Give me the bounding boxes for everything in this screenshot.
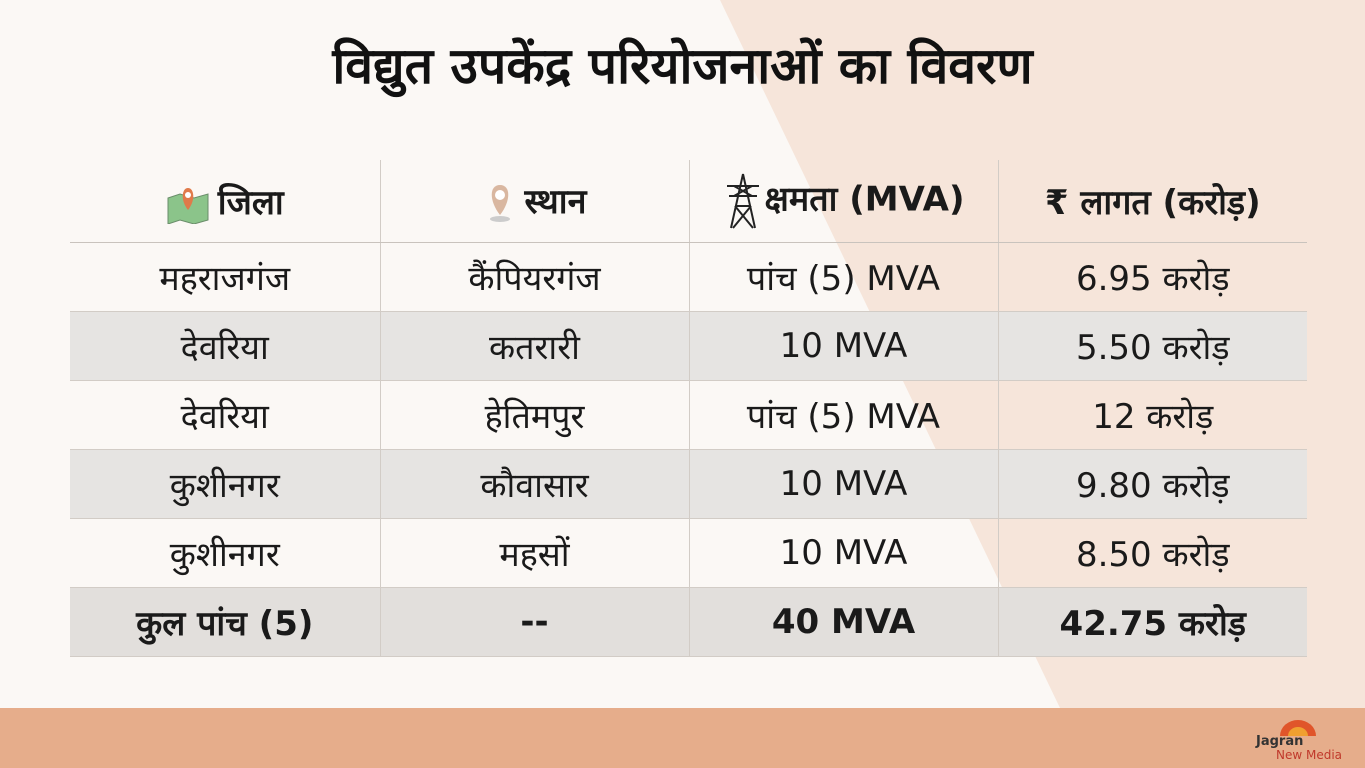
- table-row: देवरिया हेतिमपुर पांच (5) MVA 12 करोड़: [70, 380, 1307, 450]
- table-row: महराजगंज कैंपियरगंज पांच (5) MVA 6.95 करोड़: [70, 242, 1307, 312]
- pin-icon: [489, 185, 510, 223]
- title: विद्युत उपकेंद्र परियोजनाओं का विवरण: [332, 37, 1033, 95]
- table-cell: महसों: [379, 518, 689, 588]
- total-cell: 40 MVA: [688, 587, 998, 657]
- logo: Jagran New Media: [1250, 718, 1350, 764]
- table-cell: 10 MVA: [688, 449, 998, 519]
- table-cell: हेतिमपुर: [379, 380, 689, 450]
- table-cell: कौवासार: [379, 449, 689, 519]
- table-cell: देवरिया: [70, 311, 380, 381]
- header-text: ₹ लागत (करोड़): [1044, 183, 1261, 223]
- logo-subtext: New Media: [1276, 748, 1343, 762]
- table-cell: महराजगंज: [70, 242, 380, 312]
- table-cell: पांच (5) MVA: [688, 242, 998, 312]
- map-icon: [167, 188, 209, 225]
- table-cell: कुशीनगर: [70, 518, 380, 588]
- table-cell: कैंपियरगंज: [379, 242, 689, 312]
- header-cell: जिला: [70, 160, 380, 243]
- header-text: स्थान: [524, 181, 587, 222]
- total-row: कुल पांच (5) -- 40 MVA 42.75 करोड़: [70, 587, 1307, 657]
- table-cell: 9.80 करोड़: [997, 449, 1307, 519]
- table-cell: 10 MVA: [688, 311, 998, 381]
- table-cell: 10 MVA: [688, 518, 998, 588]
- header-cell: स्थान: [379, 160, 689, 243]
- logo-text: Jagran: [1256, 734, 1304, 749]
- tower-icon: [726, 173, 759, 229]
- table-row: कुशीनगर कौवासार 10 MVA 9.80 करोड़: [70, 449, 1307, 519]
- header-cell: ₹ लागत (करोड़): [997, 160, 1307, 243]
- total-cell: कुल पांच (5): [70, 587, 380, 657]
- header-row: जिला स्थान क्षमता (MVA) ₹ लागत (करोड़): [70, 160, 1307, 243]
- header-text: जिला: [217, 182, 284, 223]
- logo-sun: [1280, 720, 1316, 736]
- footer-band: [0, 708, 1365, 768]
- table-body: महराजगंज कैंपियरगंज पांच (5) MVA 6.95 करोड़…: [70, 242, 1307, 657]
- header-text: क्षमता (MVA): [764, 179, 965, 220]
- header-cell: क्षमता (MVA): [688, 160, 998, 243]
- table-cell: 5.50 करोड़: [997, 311, 1307, 381]
- table-row: कुशीनगर महसों 10 MVA 8.50 करोड़: [70, 518, 1307, 588]
- table-cell: 6.95 करोड़: [997, 242, 1307, 312]
- total-cell: --: [379, 587, 689, 657]
- table-cell: देवरिया: [70, 380, 380, 450]
- table-cell: पांच (5) MVA: [688, 380, 998, 450]
- data-table: जिला स्थान क्षमता (MVA) ₹ लागत (करोड़) म…: [70, 160, 1307, 657]
- table-row: देवरिया कतरारी 10 MVA 5.50 करोड़: [70, 311, 1307, 381]
- table-cell: 8.50 करोड़: [997, 518, 1307, 588]
- table-cell: 12 करोड़: [997, 380, 1307, 450]
- table-cell: कुशीनगर: [70, 449, 380, 519]
- total-cell: 42.75 करोड़: [997, 587, 1307, 657]
- table-cell: कतरारी: [379, 311, 689, 381]
